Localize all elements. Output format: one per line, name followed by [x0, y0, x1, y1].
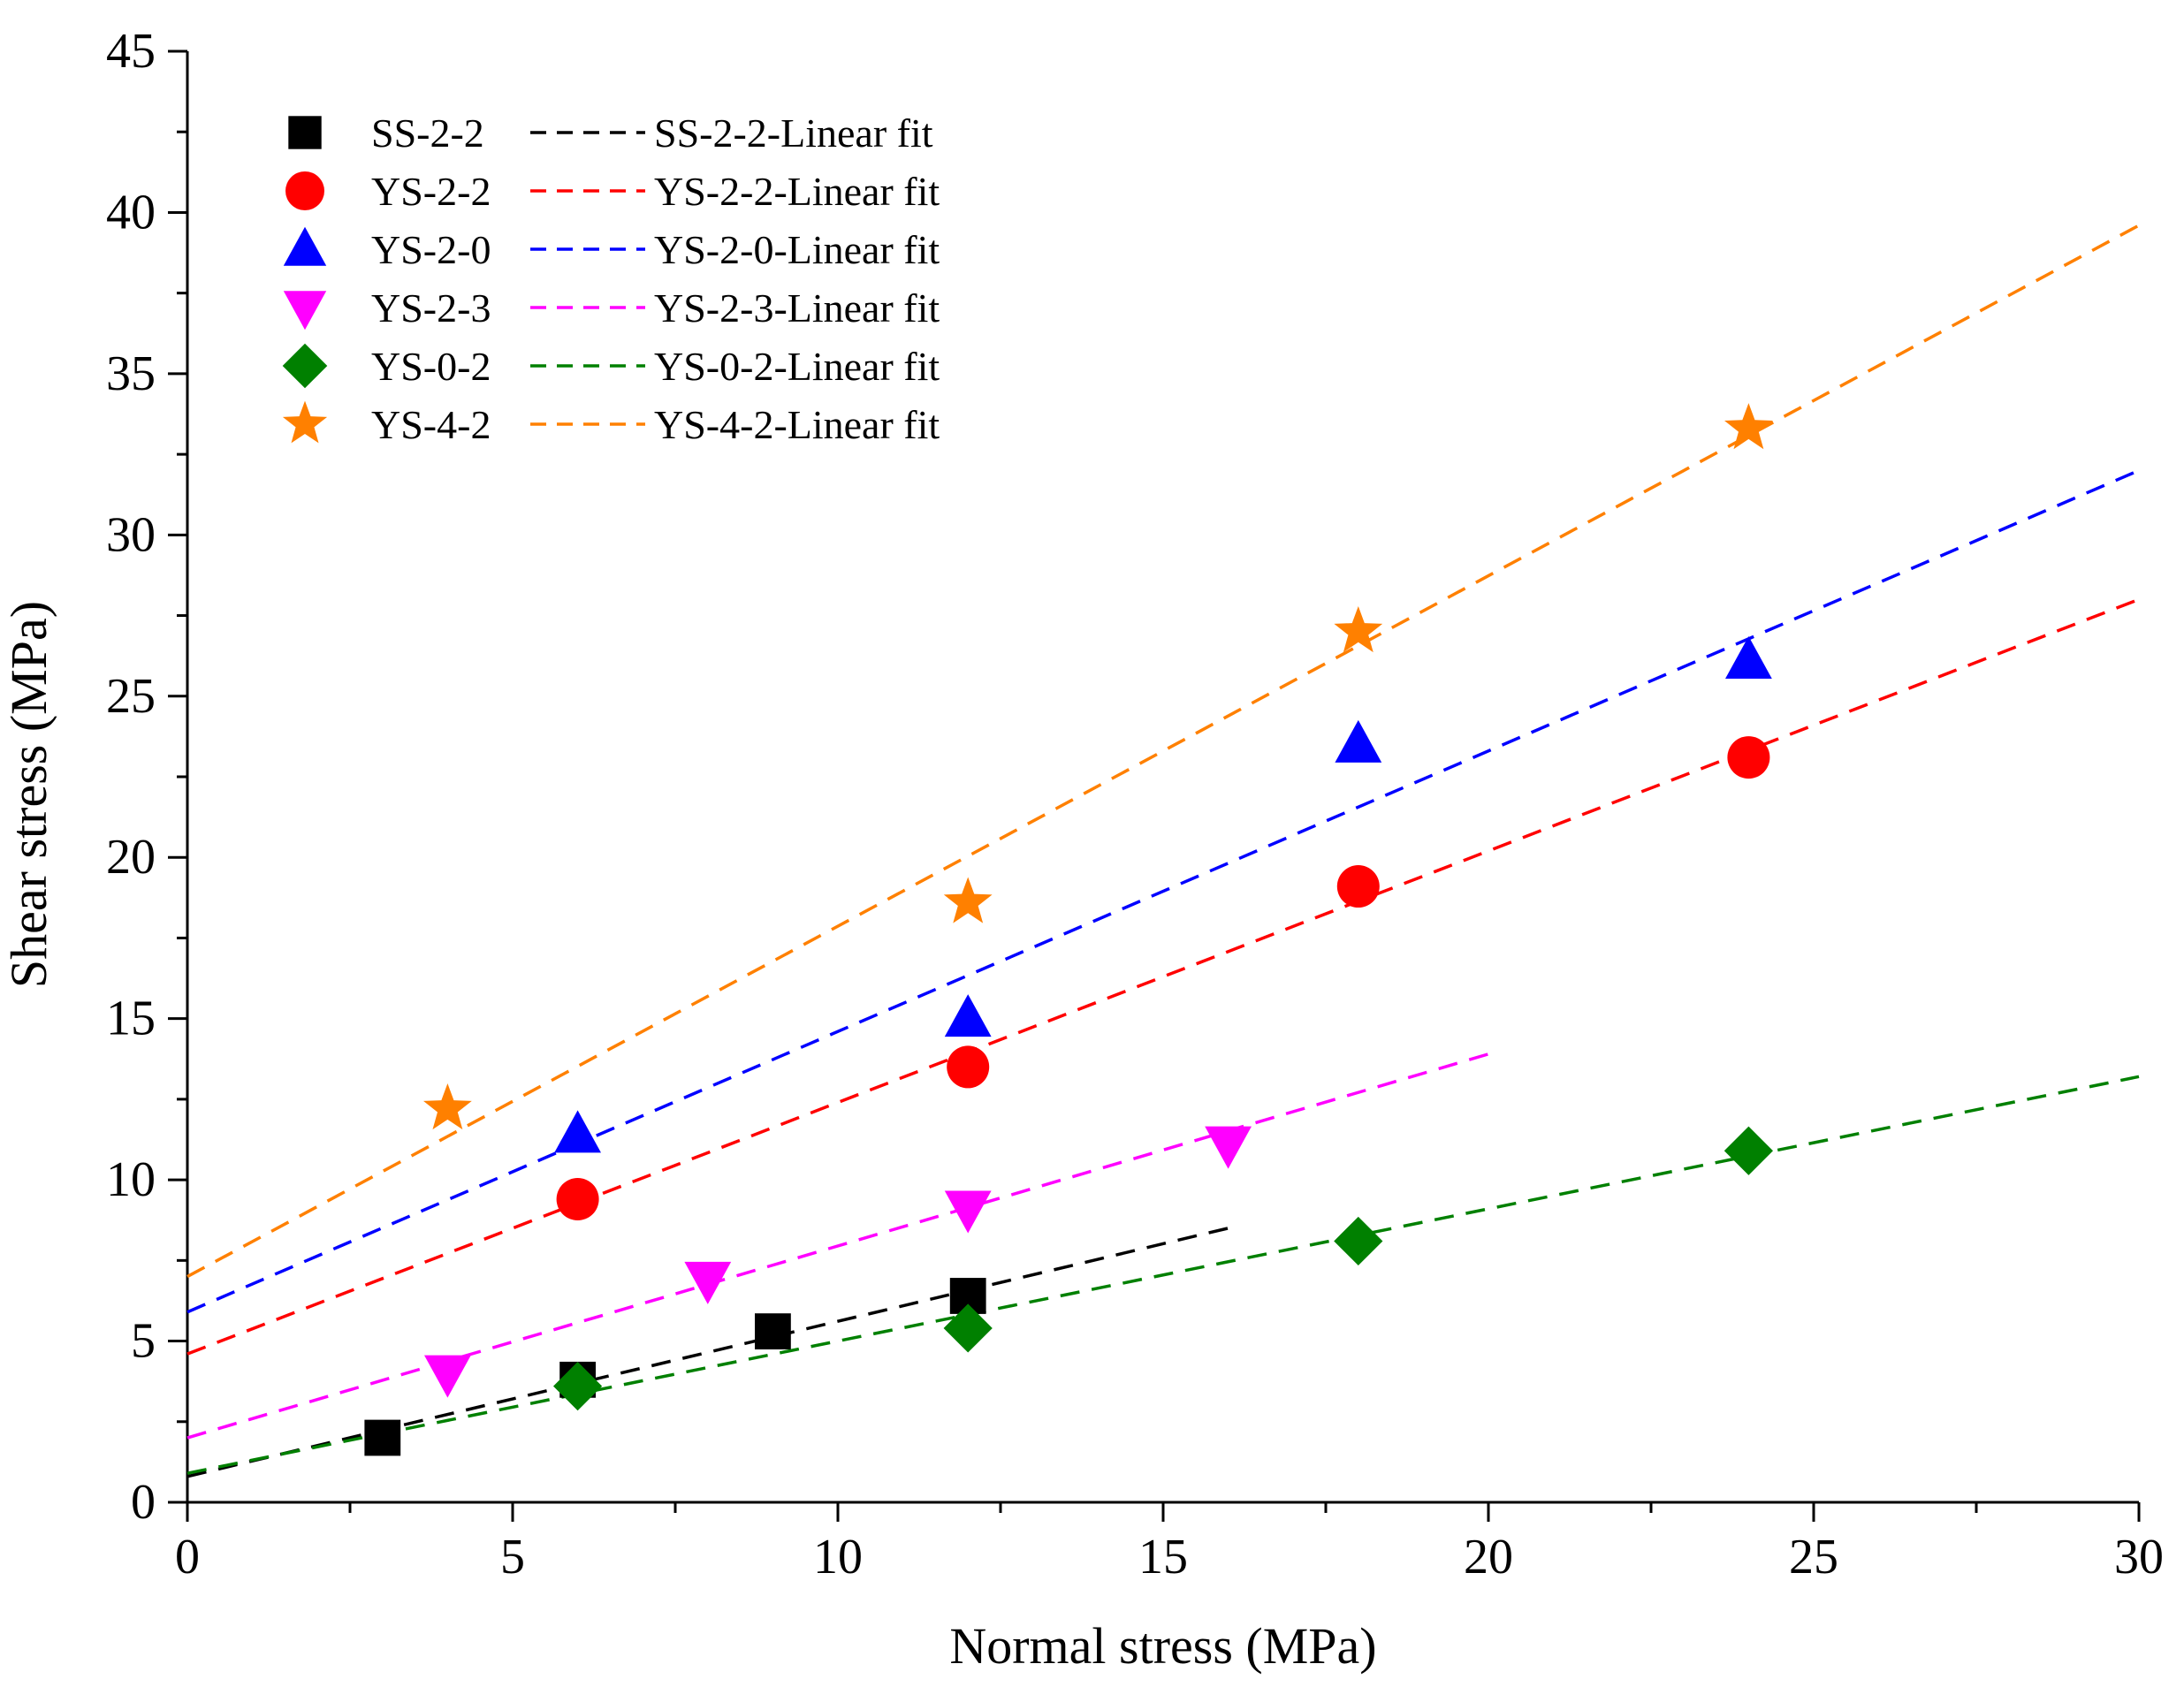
fit-line-ys-2-2: [186, 597, 2140, 1356]
y-tick-label: 40: [106, 185, 156, 239]
legend-item-ys-2-3: YS-2-3 YS-2-3-Linear fit: [283, 285, 940, 331]
x-tick-label: 0: [175, 1530, 200, 1584]
y-tick-label: 15: [106, 992, 156, 1046]
legend-series-label: YS-2-0: [371, 227, 491, 272]
y-tick-label: 35: [106, 346, 156, 401]
x-tick-label: 20: [1464, 1530, 1513, 1584]
data-point-ys-0-2: [1724, 1126, 1773, 1175]
y-tick-label: 30: [106, 507, 156, 562]
data-point-ys-4-2: [1724, 403, 1773, 450]
legend-series-label: YS-4-2: [371, 402, 491, 447]
x-axis-label: Normal stress (MPa): [949, 1617, 1376, 1675]
data-point-ys-0-2: [553, 1362, 603, 1411]
data-point-ys-2-2: [947, 1045, 990, 1089]
legend-fit-label: YS-2-0-Linear fit: [654, 227, 940, 272]
legend-marker: [283, 291, 327, 331]
legend-item-ys-2-0: YS-2-0 YS-2-0-Linear fit: [283, 226, 940, 272]
legend-item-ys-0-2: YS-0-2 YS-0-2-Linear fit: [282, 343, 940, 389]
data-point-ss-2-2: [755, 1313, 791, 1350]
legend-item-ss-2-2: SS-2-2 SS-2-2-Linear fit: [288, 110, 933, 156]
fit-line-ys-0-2: [186, 1075, 2140, 1475]
y-axis-label: Shear stress (MPa): [0, 601, 57, 988]
legend-fit-label: YS-4-2-Linear fit: [654, 402, 940, 447]
legend-fit-label: YS-2-2-Linear fit: [654, 169, 940, 214]
axes: 0 5 10 15 20 25 30 0 5 10 15 20 25 30 35 40 45: [106, 24, 2164, 1584]
data-markers: [364, 403, 1773, 1456]
legend-series-label: YS-0-2: [371, 344, 491, 389]
data-point-ys-2-0: [944, 994, 992, 1037]
data-point-ys-2-3: [684, 1261, 732, 1304]
data-point-ys-2-0: [554, 1110, 601, 1153]
data-point-ys-2-3: [424, 1355, 471, 1398]
legend-fit-label: SS-2-2-Linear fit: [654, 110, 933, 156]
data-point-ys-0-2: [1334, 1216, 1383, 1266]
fit-line-ss-2-2: [186, 1227, 1229, 1478]
legend-marker: [282, 400, 328, 444]
x-tick-label: 30: [2114, 1530, 2164, 1584]
x-tick-label: 25: [1789, 1530, 1838, 1584]
data-point-ys-2-2: [1336, 865, 1380, 908]
legend-marker: [283, 226, 327, 266]
legend-series-label: YS-2-3: [371, 285, 491, 331]
legend-marker: [288, 116, 322, 149]
fit-line-ys-2-3: [186, 1052, 1489, 1440]
data-point-ys-4-2: [1334, 606, 1383, 653]
x-tick-label: 5: [500, 1530, 525, 1584]
legend-series-label: YS-2-2: [371, 169, 491, 214]
data-point-ys-2-0: [1335, 719, 1382, 763]
y-tick-label: 0: [131, 1475, 156, 1530]
legend-series-label: SS-2-2: [371, 110, 484, 156]
y-tick-label: 45: [106, 24, 156, 79]
y-tick-label: 20: [106, 830, 156, 885]
data-point-ys-2-2: [1727, 736, 1770, 779]
data-point-ys-0-2: [943, 1303, 993, 1353]
fit-lines: [186, 224, 2140, 1478]
legend-marker: [282, 343, 328, 389]
data-point-ys-2-3: [1205, 1126, 1252, 1169]
data-point-ys-2-3: [944, 1190, 992, 1234]
legend-marker: [285, 171, 324, 210]
y-tick-label: 5: [131, 1314, 156, 1369]
data-point-ss-2-2: [364, 1419, 401, 1456]
fit-line-ys-4-2: [186, 224, 2140, 1279]
legend: SS-2-2 SS-2-2-Linear fit YS-2-2 YS-2-2-Line…: [282, 110, 940, 447]
y-tick-label: 10: [106, 1152, 156, 1207]
data-point-ys-2-2: [556, 1178, 599, 1221]
data-point-ys-4-2: [943, 877, 993, 923]
x-tick-label: 15: [1138, 1530, 1188, 1584]
legend-fit-label: YS-0-2-Linear fit: [654, 344, 940, 389]
data-point-ys-4-2: [423, 1083, 472, 1130]
y-tick-label: 25: [106, 669, 156, 724]
x-tick-label: 10: [813, 1530, 863, 1584]
fit-line-ys-2-0: [186, 468, 2140, 1314]
legend-item-ys-4-2: YS-4-2 YS-4-2-Linear fit: [282, 400, 940, 447]
legend-item-ys-2-2: YS-2-2 YS-2-2-Linear fit: [285, 169, 940, 214]
legend-fit-label: YS-2-3-Linear fit: [654, 285, 940, 331]
data-point-ys-2-0: [1725, 636, 1772, 680]
